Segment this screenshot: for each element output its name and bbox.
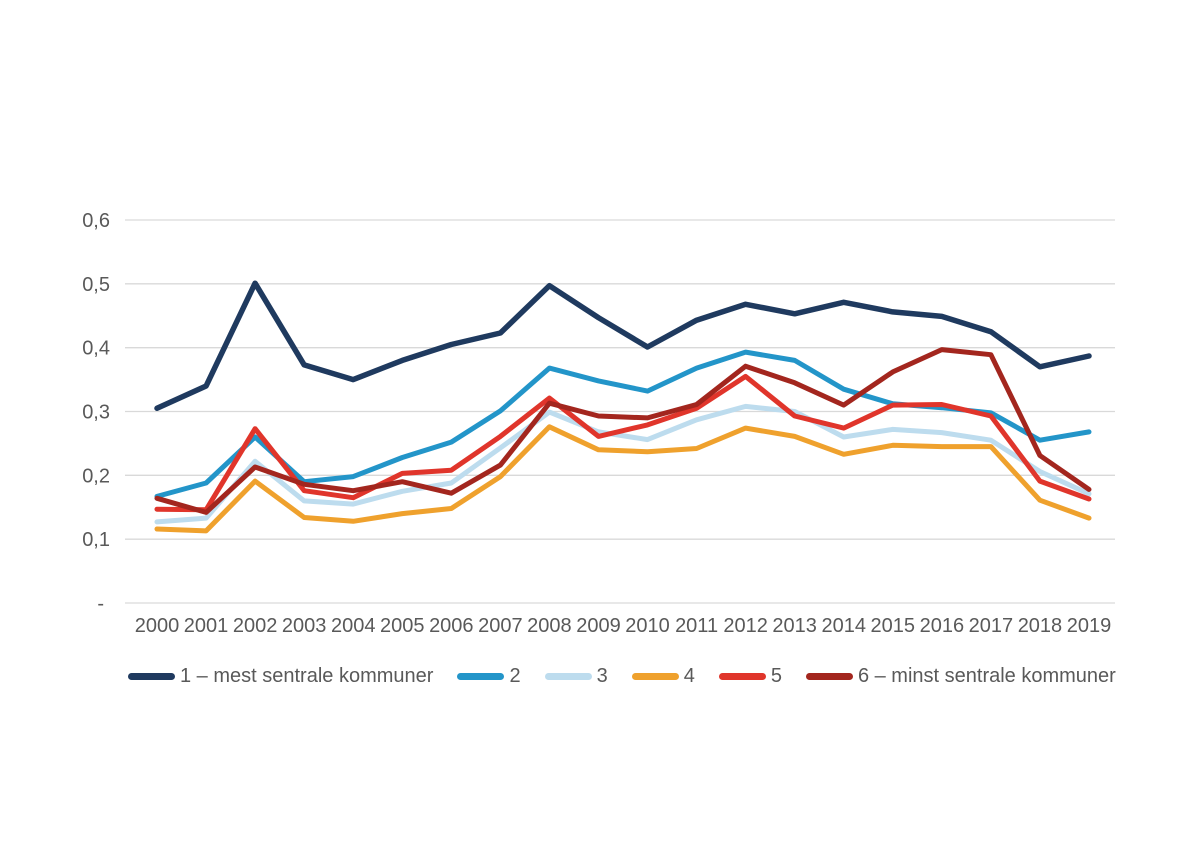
x-axis-tick-label: 2005 [380, 615, 425, 637]
x-axis-tick-label: 2007 [478, 615, 523, 637]
legend-swatch-series-2 [457, 672, 505, 680]
legend-swatch-series-3 [544, 672, 592, 680]
y-axis-tick-label: 0,5 [82, 274, 110, 296]
x-axis-tick-label: 2001 [184, 615, 229, 637]
legend-item-2: 2 [457, 665, 521, 687]
x-axis-tick-label: 2019 [1067, 615, 1112, 637]
x-axis-tick-label: 2016 [920, 615, 965, 637]
x-axis-tick-label: 2012 [723, 615, 768, 637]
x-axis-tick-label: 2013 [772, 615, 817, 637]
x-axis-tick-label: 2009 [576, 615, 621, 637]
legend-swatch-series-4 [631, 672, 679, 680]
series-line-4 [154, 424, 1092, 534]
x-axis-tick-label: 2008 [527, 615, 572, 637]
y-axis-tick-label: 0,3 [82, 402, 110, 424]
y-axis-tick-label: - [97, 593, 104, 615]
legend-label-series-1: 1 – mest sentrale kommuner [180, 665, 434, 687]
legend-swatch-series-6 [805, 672, 853, 680]
legend-swatch-series-1 [128, 672, 175, 680]
y-axis-tick-label: 0,4 [82, 338, 110, 360]
legend-item-4: 4 [631, 665, 695, 687]
series-line-6 [154, 347, 1092, 515]
x-axis-tick-label: 2015 [871, 615, 916, 637]
x-axis-tick-label: 2003 [282, 615, 327, 637]
legend-label-series-6: 6 – minst sentrale kommuner [857, 665, 1116, 687]
legend-item-3: 3 [544, 665, 608, 687]
x-axis-tick-label: 2017 [969, 615, 1014, 637]
series-line-3 [154, 403, 1092, 525]
series-line-1 [154, 280, 1092, 412]
x-axis-tick-label: 2018 [1018, 615, 1063, 637]
x-axis-tick-label: 2000 [135, 615, 180, 637]
legend: 1 – mest sentrale kommuner 2 3 4 5 6 – m… [128, 666, 1128, 686]
x-axis-tick-label: 2006 [429, 615, 474, 637]
legend-label-series-5: 5 [770, 665, 782, 687]
y-axis-tick-label: 0,1 [82, 529, 110, 551]
x-axis-tick-label: 2010 [625, 615, 670, 637]
x-axis-tick-label: 2004 [331, 615, 376, 637]
y-axis-tick-label: 0,6 [82, 210, 110, 232]
legend-item-1: 1 – mest sentrale kommuner [128, 666, 433, 686]
legend-item-5: 5 [718, 665, 782, 687]
legend-swatch-series-5 [718, 672, 766, 680]
y-axis-tick-label: 0,2 [82, 465, 110, 487]
x-axis-tick-label: 2014 [821, 615, 866, 637]
series-line-5 [154, 373, 1092, 513]
x-axis-tick-label: 2011 [675, 615, 718, 637]
legend-label-series-4: 4 [683, 665, 695, 687]
legend-label-series-3: 3 [596, 665, 608, 687]
x-axis-tick-label: 2002 [233, 615, 278, 637]
legend-item-6: 6 – minst sentrale kommuner [805, 665, 1116, 687]
legend-label-series-2: 2 [509, 665, 521, 687]
